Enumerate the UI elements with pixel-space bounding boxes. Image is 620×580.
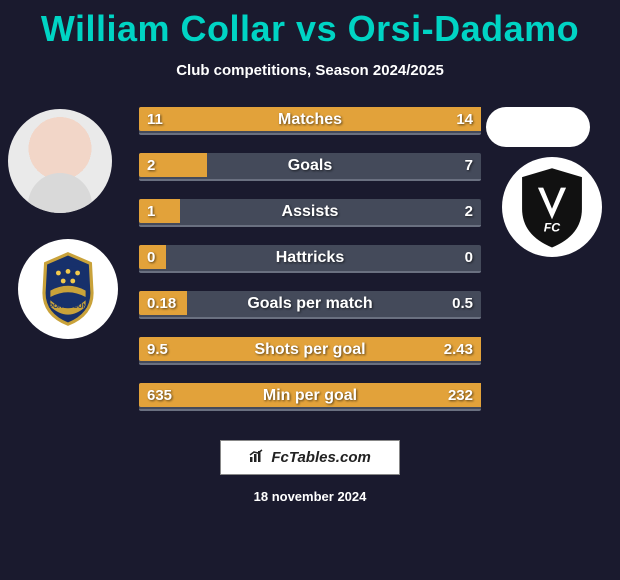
stat-row: 12Assists (139, 199, 481, 227)
subtitle: Club competitions, Season 2024/2025 (0, 62, 620, 79)
badge-label: FcTables.com (271, 449, 370, 466)
stat-label: Goals (139, 153, 481, 179)
fctables-badge[interactable]: FcTables.com (220, 440, 400, 475)
club-right-crest: FC (502, 157, 602, 257)
stat-row: 0.180.5Goals per match (139, 291, 481, 319)
svg-text:PORT COUN: PORT COUN (49, 303, 88, 310)
chart-icon (249, 449, 267, 466)
crest-left-icon: PORT COUN (28, 249, 108, 329)
stat-row: 27Goals (139, 153, 481, 181)
footer-date: 18 november 2024 (0, 489, 620, 504)
stat-label: Matches (139, 107, 481, 133)
club-left-crest: PORT COUN (18, 239, 118, 339)
page-title: William Collar vs Orsi-Dadamo (0, 0, 620, 50)
stat-row: 00Hattricks (139, 245, 481, 273)
player-right-photo (486, 107, 590, 147)
stat-label: Goals per match (139, 291, 481, 317)
stat-bars: 1114Matches 27Goals 12Assists 00Hattricks 0.… (139, 107, 481, 429)
stat-label: Hattricks (139, 245, 481, 271)
stat-label: Shots per goal (139, 337, 481, 363)
footer: FcTables.com 18 november 2024 (0, 440, 620, 504)
player-left-photo (8, 109, 112, 213)
stat-row: 9.52.43Shots per goal (139, 337, 481, 365)
crest-right-icon: FC (508, 163, 596, 251)
stat-row: 635232Min per goal (139, 383, 481, 411)
stat-label: Assists (139, 199, 481, 225)
stat-label: Min per goal (139, 383, 481, 409)
svg-text:FC: FC (544, 221, 562, 235)
stat-row: 1114Matches (139, 107, 481, 135)
